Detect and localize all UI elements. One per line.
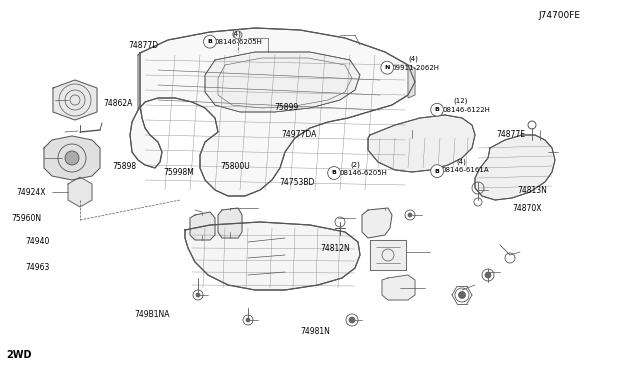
Text: 749B1NA: 749B1NA (134, 310, 170, 319)
Text: 75800U: 75800U (221, 162, 250, 171)
Polygon shape (44, 136, 100, 180)
Text: (4): (4) (456, 158, 466, 165)
Polygon shape (475, 135, 555, 200)
Text: J74700FE: J74700FE (539, 11, 581, 20)
Polygon shape (370, 240, 406, 270)
Text: 75899: 75899 (274, 103, 298, 112)
Text: 74753BD: 74753BD (279, 178, 314, 187)
Text: 74862A: 74862A (104, 99, 133, 108)
Text: 74981N: 74981N (301, 327, 331, 336)
Text: 09911-2062H: 09911-2062H (392, 65, 440, 71)
Circle shape (246, 318, 250, 322)
Text: 74812N: 74812N (320, 244, 349, 253)
Polygon shape (205, 52, 360, 112)
Text: 74977DA: 74977DA (282, 130, 317, 139)
Text: 74940: 74940 (26, 237, 50, 246)
Circle shape (458, 292, 465, 298)
Text: 08146-6122H: 08146-6122H (443, 107, 491, 113)
Text: 75960N: 75960N (12, 214, 42, 223)
Text: 75898: 75898 (112, 162, 136, 171)
Text: (4): (4) (408, 55, 418, 62)
Circle shape (328, 167, 340, 179)
Circle shape (349, 317, 355, 323)
Text: 74963: 74963 (26, 263, 50, 272)
Polygon shape (218, 208, 242, 238)
Polygon shape (138, 53, 140, 110)
Circle shape (485, 272, 491, 278)
Text: (4): (4) (232, 30, 241, 37)
Polygon shape (130, 28, 415, 196)
Text: 74877D: 74877D (128, 41, 158, 50)
Text: B: B (435, 107, 440, 112)
Text: 74924X: 74924X (16, 188, 45, 197)
Text: 08146-6161A: 08146-6161A (442, 167, 489, 173)
Circle shape (381, 61, 394, 74)
Polygon shape (53, 80, 97, 120)
Circle shape (431, 165, 444, 177)
Circle shape (196, 293, 200, 297)
Text: B: B (207, 39, 212, 44)
Polygon shape (408, 65, 415, 98)
Text: (12): (12) (453, 98, 467, 105)
Text: 74870X: 74870X (512, 204, 541, 213)
Text: B: B (435, 169, 440, 174)
Polygon shape (185, 222, 360, 290)
Polygon shape (68, 177, 92, 207)
Text: 74877E: 74877E (496, 130, 525, 139)
Text: 08146-6205H: 08146-6205H (214, 39, 262, 45)
Text: 08146-6205H: 08146-6205H (339, 170, 387, 176)
Circle shape (431, 103, 444, 116)
Text: B: B (332, 170, 337, 176)
Circle shape (65, 151, 79, 165)
Text: N: N (385, 65, 390, 70)
Text: 74813N: 74813N (517, 186, 547, 195)
Circle shape (204, 35, 216, 48)
Polygon shape (190, 212, 215, 240)
Polygon shape (382, 275, 415, 300)
Text: 2WD: 2WD (6, 350, 32, 360)
Polygon shape (362, 208, 392, 238)
Text: 75998M: 75998M (163, 169, 194, 177)
Text: (2): (2) (351, 161, 360, 168)
Polygon shape (368, 115, 475, 172)
Circle shape (408, 213, 412, 217)
